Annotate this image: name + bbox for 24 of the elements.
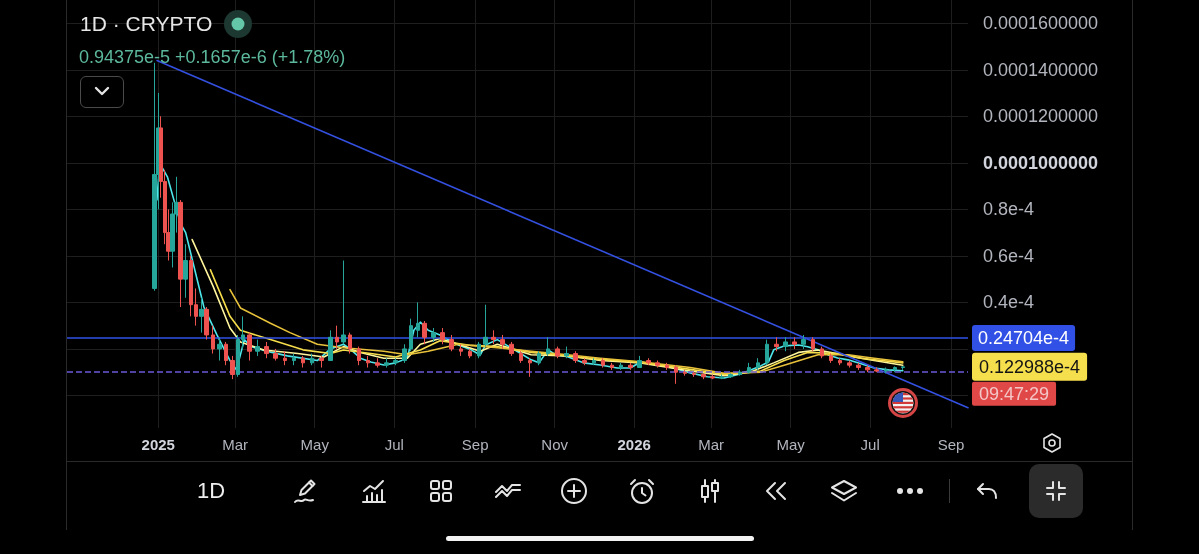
- text: 1D: [197, 478, 226, 504]
- x-tick-label: May: [300, 436, 330, 453]
- x-tick-label: Sep: [461, 436, 489, 453]
- x-tick-label: May: [776, 436, 806, 453]
- text: 09:47:29: [979, 383, 1050, 404]
- x-tick-label: Jul: [860, 436, 880, 453]
- text: 0.122988e-4: [979, 356, 1081, 377]
- x-tick-label: Nov: [541, 436, 569, 453]
- y-tick-label: 0.0001000000: [983, 152, 1099, 173]
- x-tick-label: Mar: [698, 436, 725, 453]
- x-tick-label: Mar: [222, 436, 249, 453]
- ref-line-label: 0.24704e-4: [978, 327, 1070, 348]
- x-tick-label: 2026: [617, 436, 651, 453]
- text: 1D · CRYPTO: [80, 11, 213, 37]
- x-tick-label: Sep: [937, 436, 965, 453]
- x-tick-label: 2025: [141, 436, 175, 453]
- y-tick-label: 0.6e-4: [983, 245, 1035, 266]
- y-tick-label: 0.4e-4: [983, 292, 1035, 313]
- y-tick-label: 0.0001600000: [983, 13, 1099, 34]
- x-tick-label: Jul: [384, 436, 404, 453]
- y-tick-label: 0.0001400000: [983, 59, 1099, 80]
- y-tick-label: 0.0001200000: [983, 106, 1099, 127]
- y-tick-label: 0.8e-4: [983, 199, 1035, 220]
- text: 0.94375e-5 +0.1657e-6 (+1.78%): [79, 46, 346, 69]
